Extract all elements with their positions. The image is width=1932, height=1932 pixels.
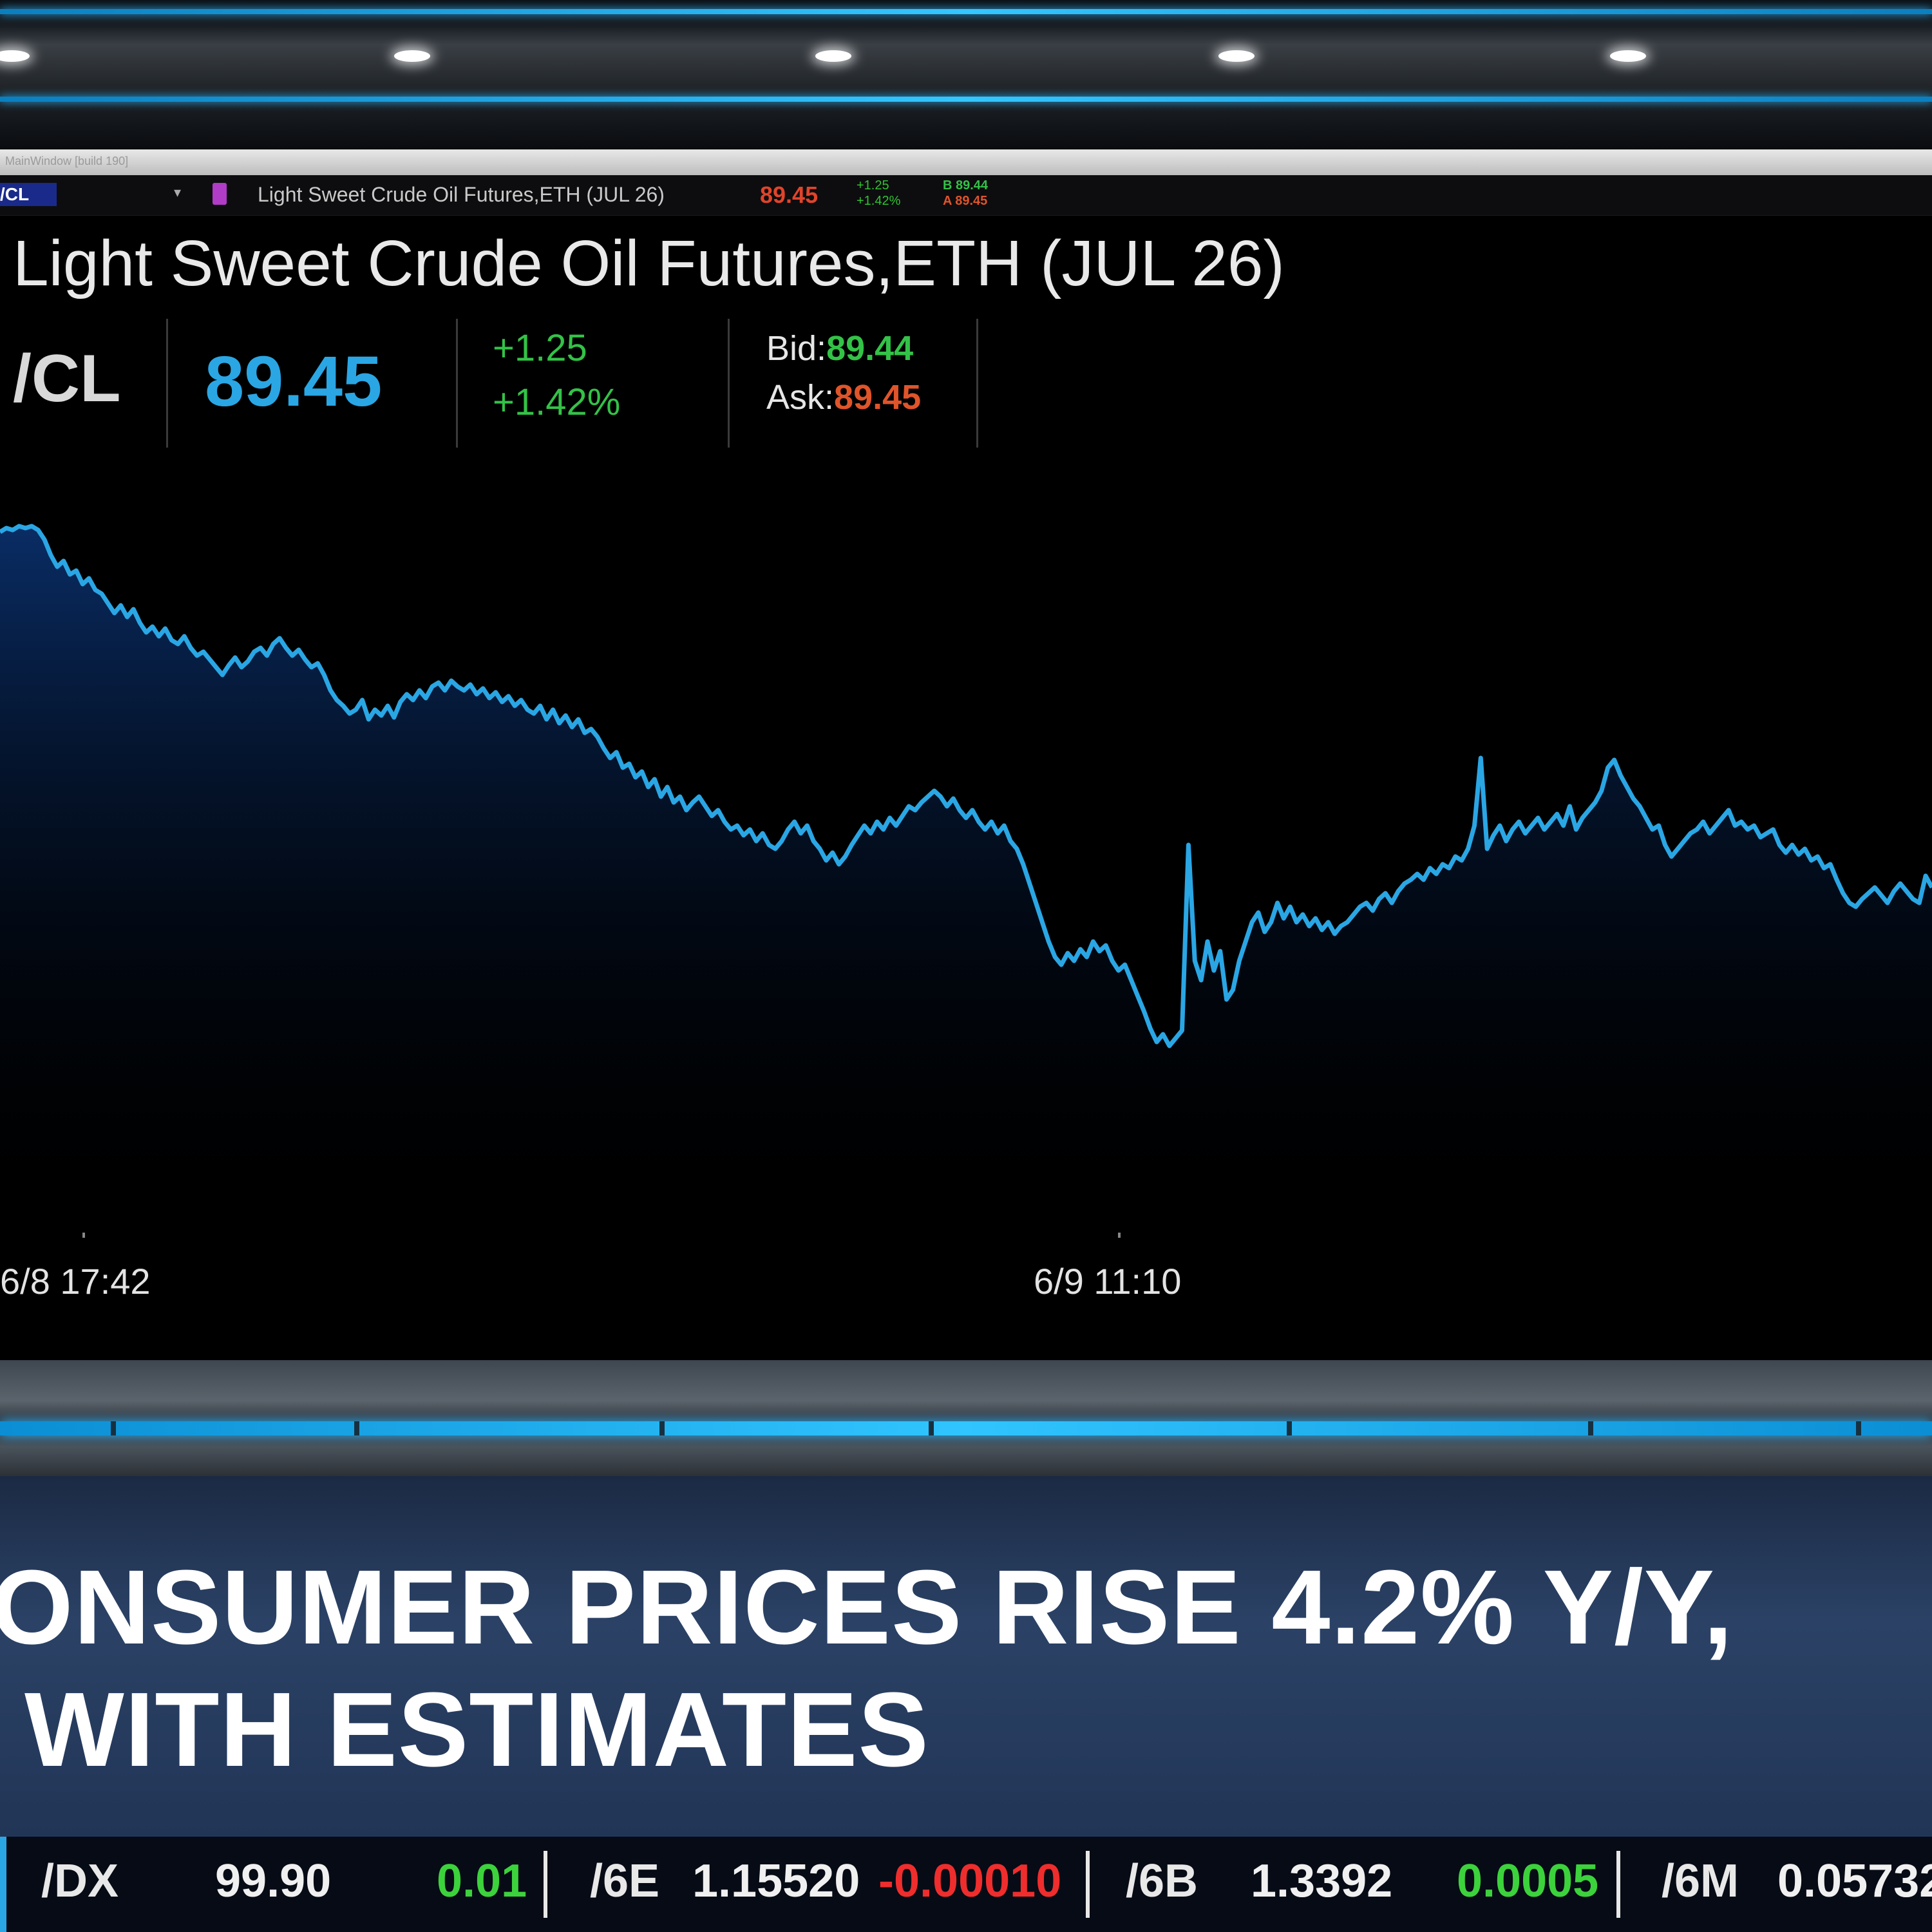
toolbar-change-pct: +1.42% — [857, 194, 901, 208]
bid-row: Bid:89.44 — [766, 324, 921, 373]
x-tick-label: 6/9 11:10 — [1034, 1261, 1182, 1302]
ticker-change: 0.01 — [437, 1855, 527, 1907]
ticker-separator — [544, 1851, 547, 1918]
quote-change-pct: +1.42% — [493, 381, 621, 423]
price-area-fill — [0, 526, 1932, 1238]
ticker-price: 1.15520 — [692, 1855, 860, 1907]
quote-change-net: +1.25 — [493, 327, 587, 369]
neon-strip-lower — [0, 97, 1932, 102]
trading-monitor: MainWindow [build 190] /CL ▾ Light Sweet… — [0, 149, 1932, 1360]
ticker-change: 0.0005 — [1457, 1855, 1599, 1907]
bid-label: Bid: — [766, 329, 827, 368]
toolbar-last-price: 89.45 — [760, 182, 819, 208]
neon-strip-bottom — [0, 1421, 1932, 1435]
neon-segment-gap — [354, 1421, 359, 1435]
ceiling-light — [1218, 50, 1255, 62]
ticker-price: 0.05732 — [1777, 1855, 1932, 1907]
ticker-edge — [0, 1837, 6, 1932]
link-color-icon[interactable] — [213, 183, 227, 205]
ticker-separator — [1616, 1851, 1620, 1918]
chart-title: Light Sweet Crude Oil Futures,ETH (JUL 2… — [13, 227, 1285, 299]
neon-segment-gap — [1588, 1421, 1593, 1435]
bid-value: 89.44 — [826, 329, 914, 368]
x-tick-mark — [1118, 1233, 1121, 1238]
divider — [166, 319, 168, 448]
x-tick-label: 6/8 17:42 — [0, 1261, 151, 1302]
ticker-symbol: /6M — [1662, 1855, 1739, 1907]
quote-last-price: 89.45 — [205, 342, 383, 421]
ceiling-light — [0, 50, 30, 62]
ticker-symbol: /DX — [41, 1855, 119, 1907]
ticker-price: 99.90 — [215, 1855, 332, 1907]
divider — [728, 319, 730, 448]
quote-symbol: /CL — [13, 341, 121, 416]
toolbar-change-net: +1.25 — [857, 178, 889, 193]
x-tick-mark — [82, 1233, 85, 1238]
quote-row: /CL 89.45 +1.25 +1.42% Bid:89.44 Ask:89.… — [0, 314, 1030, 449]
ticker-separator — [1086, 1851, 1090, 1918]
ask-label: Ask: — [766, 378, 835, 417]
quote-bid-ask: Bid:89.44 Ask:89.45 — [766, 324, 921, 422]
ask-row: Ask:89.45 — [766, 373, 921, 422]
studio-top-frame — [0, 0, 1932, 148]
window-titlebar: MainWindow [build 190] — [0, 149, 1932, 175]
neon-segment-gap — [1287, 1421, 1292, 1435]
ceiling-light — [1610, 50, 1646, 62]
window-title: MainWindow [build 190] — [5, 155, 129, 167]
toolbar-bid: B 89.44 — [943, 178, 989, 193]
neon-segment-gap — [929, 1421, 934, 1435]
ceiling-light — [815, 50, 851, 62]
divider — [976, 319, 978, 448]
toolbar-description: Light Sweet Crude Oil Futures,ETH (JUL 2… — [258, 183, 665, 206]
neon-segment-gap — [1856, 1421, 1861, 1435]
symbol-toolbar: /CL ▾ Light Sweet Crude Oil Futures,ETH … — [0, 175, 1932, 216]
neon-segment-gap — [659, 1421, 665, 1435]
divider — [456, 319, 458, 448]
toolbar-ask: A 89.45 — [943, 194, 988, 208]
ticker-change: -0.00010 — [878, 1855, 1062, 1907]
ticker-symbol: /6B — [1126, 1855, 1198, 1907]
price-chart[interactable] — [0, 465, 1932, 1238]
neon-segment-gap — [111, 1421, 116, 1435]
neon-strip-top — [0, 9, 1932, 14]
chevron-down-icon[interactable]: ▾ — [174, 184, 182, 200]
lower-third-banner: ONSUMER PRICES RISE 4.2% Y/Y, WITH ESTIM… — [0, 1476, 1932, 1837]
ticker-price: 1.3392 — [1251, 1855, 1393, 1907]
price-line — [0, 524, 1932, 1048]
studio-lower-frame — [0, 1360, 1932, 1476]
toolbar-bid-ask: B 89.44 A 89.45 — [943, 178, 988, 209]
headline-line-2: WITH ESTIMATES — [24, 1671, 929, 1788]
ceiling-light — [394, 50, 430, 62]
quote-change: +1.25 +1.42% — [493, 321, 620, 430]
toolbar-change: +1.25 +1.42% — [857, 178, 900, 209]
market-ticker: /DX 99.90 0.01 /6E 1.15520 -0.00010 /6B … — [0, 1837, 1932, 1932]
ask-value: 89.45 — [834, 378, 922, 417]
symbol-selector[interactable]: /CL — [0, 183, 57, 206]
headline-line-1: ONSUMER PRICES RISE 4.2% Y/Y, — [0, 1548, 1734, 1666]
ticker-symbol: /6E — [590, 1855, 660, 1907]
